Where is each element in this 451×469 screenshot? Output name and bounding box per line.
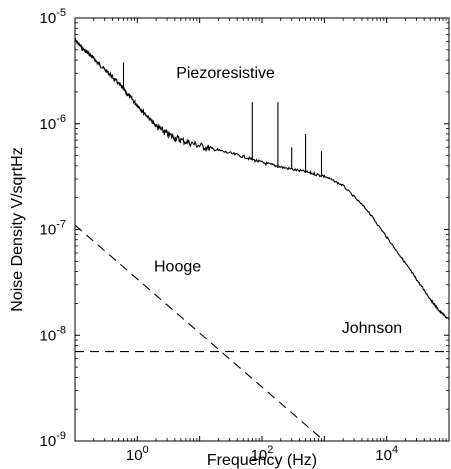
x-axis-title: Frequency (Hz) — [207, 452, 317, 469]
hooge-label: Hooge — [154, 259, 201, 276]
y-axis-title: Noise Density V/sqrtHz — [9, 147, 26, 312]
y-tick-label: 10-8 — [40, 324, 66, 344]
y-tick-label: 10-9 — [40, 430, 66, 450]
series-layer — [75, 39, 449, 441]
piezoresistive-label: Piezoresistive — [176, 65, 275, 82]
hooge-line — [75, 225, 324, 441]
x-tick-label: 104 — [375, 444, 398, 464]
y-tick-label: 10-6 — [40, 113, 66, 133]
johnson-label: Johnson — [342, 320, 403, 337]
y-tick-label: 10-5 — [40, 7, 66, 27]
y-tick-label: 10-7 — [40, 219, 66, 239]
x-tick-label: 100 — [126, 444, 149, 464]
